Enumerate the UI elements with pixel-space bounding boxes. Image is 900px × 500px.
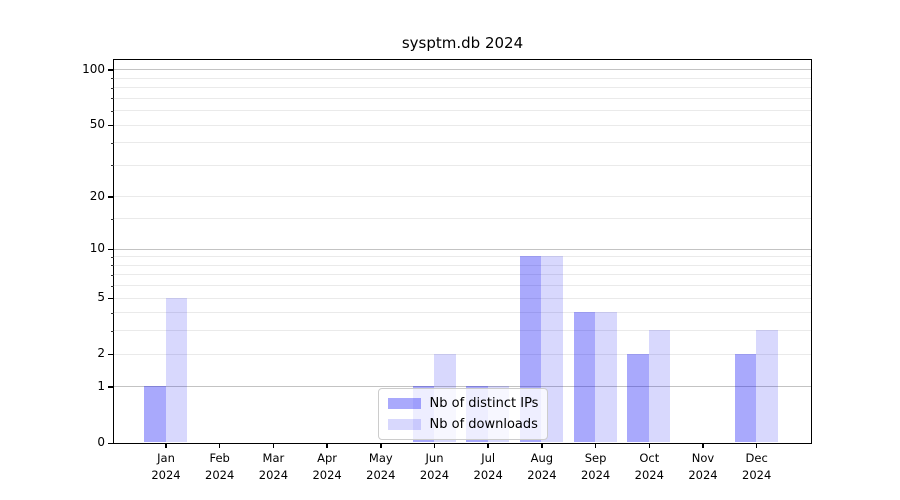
plot-area: Nb of distinct IPs Nb of downloads	[112, 58, 812, 444]
bar-distinct-ips-oct	[627, 353, 649, 443]
gridline-y-20	[113, 196, 811, 198]
y-minor-tick-mark	[111, 285, 114, 287]
y-minor-tick-mark	[111, 265, 114, 267]
gridline-y-2	[113, 353, 811, 355]
bar-downloads-oct	[648, 330, 671, 443]
y-minor-tick-mark	[111, 256, 114, 258]
minor-gridline	[113, 274, 811, 276]
y-axis-label-1: 1	[97, 378, 105, 393]
gridline-y-10	[113, 248, 811, 250]
x-axis-label-feb: Feb 2024	[205, 451, 235, 482]
x-axis-label-aug: Aug 2024	[527, 451, 557, 482]
x-axis-label-apr: Apr 2024	[312, 451, 342, 482]
minor-gridline	[113, 312, 811, 314]
y-tick-mark	[108, 124, 114, 127]
x-tick-mark-may	[380, 443, 382, 448]
y-tick-mark	[108, 69, 114, 71]
x-axis-label-dec: Dec 2024	[742, 451, 772, 482]
y-minor-tick-mark	[111, 274, 114, 276]
y-minor-tick-mark	[111, 110, 114, 112]
y-minor-tick-mark	[111, 330, 114, 332]
gridline-y-1	[113, 386, 811, 388]
y-axis-label-20: 20	[89, 188, 105, 203]
x-tick-mark-jun	[433, 443, 436, 448]
y-minor-tick-mark	[111, 218, 114, 220]
bar-distinct-ips-sep	[573, 312, 596, 443]
legend: Nb of distinct IPs Nb of downloads	[377, 387, 549, 440]
minor-gridline	[113, 330, 811, 332]
x-axis-label-sep: Sep 2024	[580, 451, 611, 482]
x-axis-label-jun: Jun 2024	[419, 451, 450, 482]
y-axis-label-100: 100	[82, 61, 105, 76]
gridline-y-50	[113, 124, 811, 126]
y-tick-mark	[108, 297, 114, 300]
y-minor-tick-mark	[111, 98, 114, 100]
y-tick-mark	[108, 442, 114, 444]
y-minor-tick-mark	[111, 312, 114, 314]
minor-gridline	[113, 218, 811, 220]
x-axis-label-mar: Mar 2024	[258, 451, 289, 482]
minor-gridline	[113, 164, 811, 166]
bar-downloads-sep	[595, 312, 617, 443]
x-tick-mark-apr	[326, 443, 328, 448]
legend-label-downloads: Nb of downloads	[429, 416, 538, 432]
y-tick-mark	[108, 386, 114, 388]
y-tick-mark	[108, 248, 114, 251]
x-axis-label-oct: Oct 2024	[634, 451, 664, 482]
legend-item-distinct-ips: Nb of distinct IPs	[387, 395, 539, 411]
x-tick-mark-mar	[272, 443, 275, 448]
x-axis-label-jul: Jul 2024	[473, 451, 503, 482]
minor-gridline	[113, 77, 811, 79]
x-tick-mark-jul	[487, 443, 489, 448]
minor-gridline	[113, 142, 811, 144]
x-tick-mark-dec	[755, 443, 758, 448]
y-tick-mark	[108, 196, 114, 198]
x-tick-mark-aug	[541, 443, 543, 448]
legend-swatch-downloads	[387, 418, 421, 430]
x-tick-mark-feb	[218, 443, 221, 448]
gridline-y-5	[113, 297, 811, 299]
x-tick-mark-nov	[702, 443, 704, 448]
y-axis-label-50: 50	[89, 117, 105, 132]
x-tick-mark-oct	[648, 443, 651, 448]
legend-label-distinct-ips: Nb of distinct IPs	[429, 395, 539, 411]
minor-gridline	[113, 285, 811, 287]
legend-swatch-distinct-ips	[387, 397, 421, 409]
gridline-y-100	[113, 69, 811, 71]
minor-gridline	[113, 87, 811, 89]
y-minor-tick-mark	[111, 78, 114, 80]
minor-gridline	[113, 110, 811, 112]
y-minor-tick-mark	[111, 165, 114, 167]
minor-gridline	[113, 264, 811, 266]
chart-title: sysptm.db 2024	[401, 34, 524, 52]
y-axis-label-5: 5	[97, 290, 105, 305]
bar-distinct-ips-dec	[734, 353, 757, 443]
x-tick-mark-jan	[165, 443, 167, 448]
y-axis-label-10: 10	[89, 241, 105, 256]
y-tick-mark	[108, 353, 114, 356]
legend-item-downloads: Nb of downloads	[387, 416, 539, 432]
y-axis-label-0: 0	[97, 435, 105, 449]
y-minor-tick-mark	[111, 87, 114, 89]
bar-downloads-dec	[756, 330, 778, 443]
minor-gridline	[113, 97, 811, 99]
x-axis-label-may: May 2024	[366, 451, 396, 482]
x-axis-label-jan: Jan 2024	[151, 451, 181, 482]
bar-downloads-jan	[165, 297, 187, 443]
y-minor-tick-mark	[111, 142, 114, 144]
y-axis-label-2: 2	[97, 346, 105, 361]
x-axis-label-nov: Nov 2024	[688, 451, 718, 482]
minor-gridline	[113, 256, 811, 258]
bar-distinct-ips-jan	[144, 386, 166, 443]
x-tick-mark-sep	[594, 443, 597, 448]
